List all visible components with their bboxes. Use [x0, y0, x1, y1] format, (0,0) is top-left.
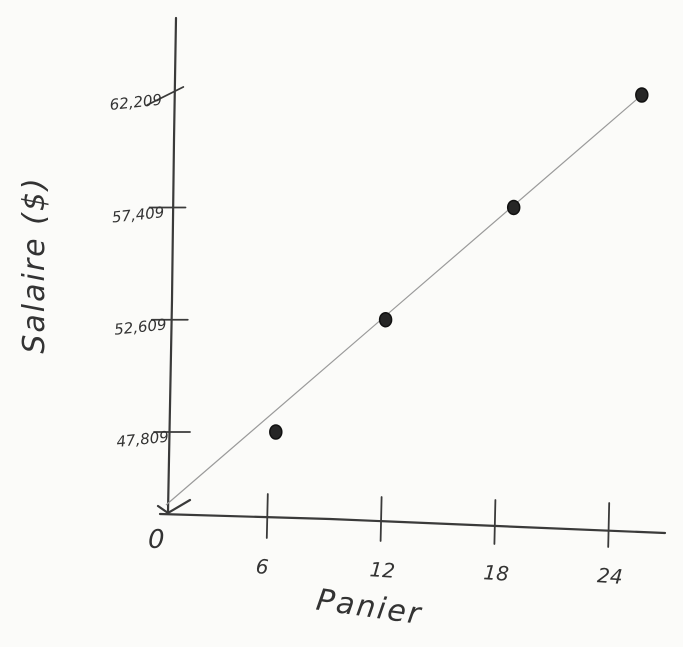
x-axis-title: Panier: [314, 583, 424, 632]
trend-layer: [165, 94, 643, 506]
y-tick-label: 57,409: [111, 203, 165, 226]
y-axis-title: Salaire ($): [17, 176, 52, 353]
x-tick-mark: [265, 493, 269, 539]
x-tick-label: 12: [369, 557, 396, 583]
y-tick-label: 62,209: [109, 91, 163, 114]
y-tick-label: 52,609: [113, 315, 167, 338]
trend-line: [165, 94, 643, 506]
x-ticks: 6 12 18 24: [255, 493, 624, 589]
data-point: [378, 311, 393, 328]
y-axis-line: [166, 16, 178, 514]
data-points: [269, 87, 649, 440]
x-tick-label: 24: [596, 563, 623, 589]
x-axis-line: [158, 512, 667, 535]
data-point: [269, 424, 283, 440]
y-tick-mark: [146, 86, 185, 106]
data-point: [506, 199, 521, 216]
origin-label: 0: [148, 525, 165, 555]
x-tick-mark: [379, 496, 383, 542]
y-ticks: 47,809 52,609 57,409 62,209: [109, 86, 191, 451]
y-tick-label: 47,809: [116, 428, 170, 451]
x-tick-mark: [493, 499, 497, 545]
x-tick-mark: [607, 502, 611, 548]
x-tick-label: 6: [255, 554, 269, 579]
origin-stroke: [156, 498, 192, 515]
x-tick-label: 18: [483, 560, 510, 586]
data-point: [635, 87, 649, 103]
